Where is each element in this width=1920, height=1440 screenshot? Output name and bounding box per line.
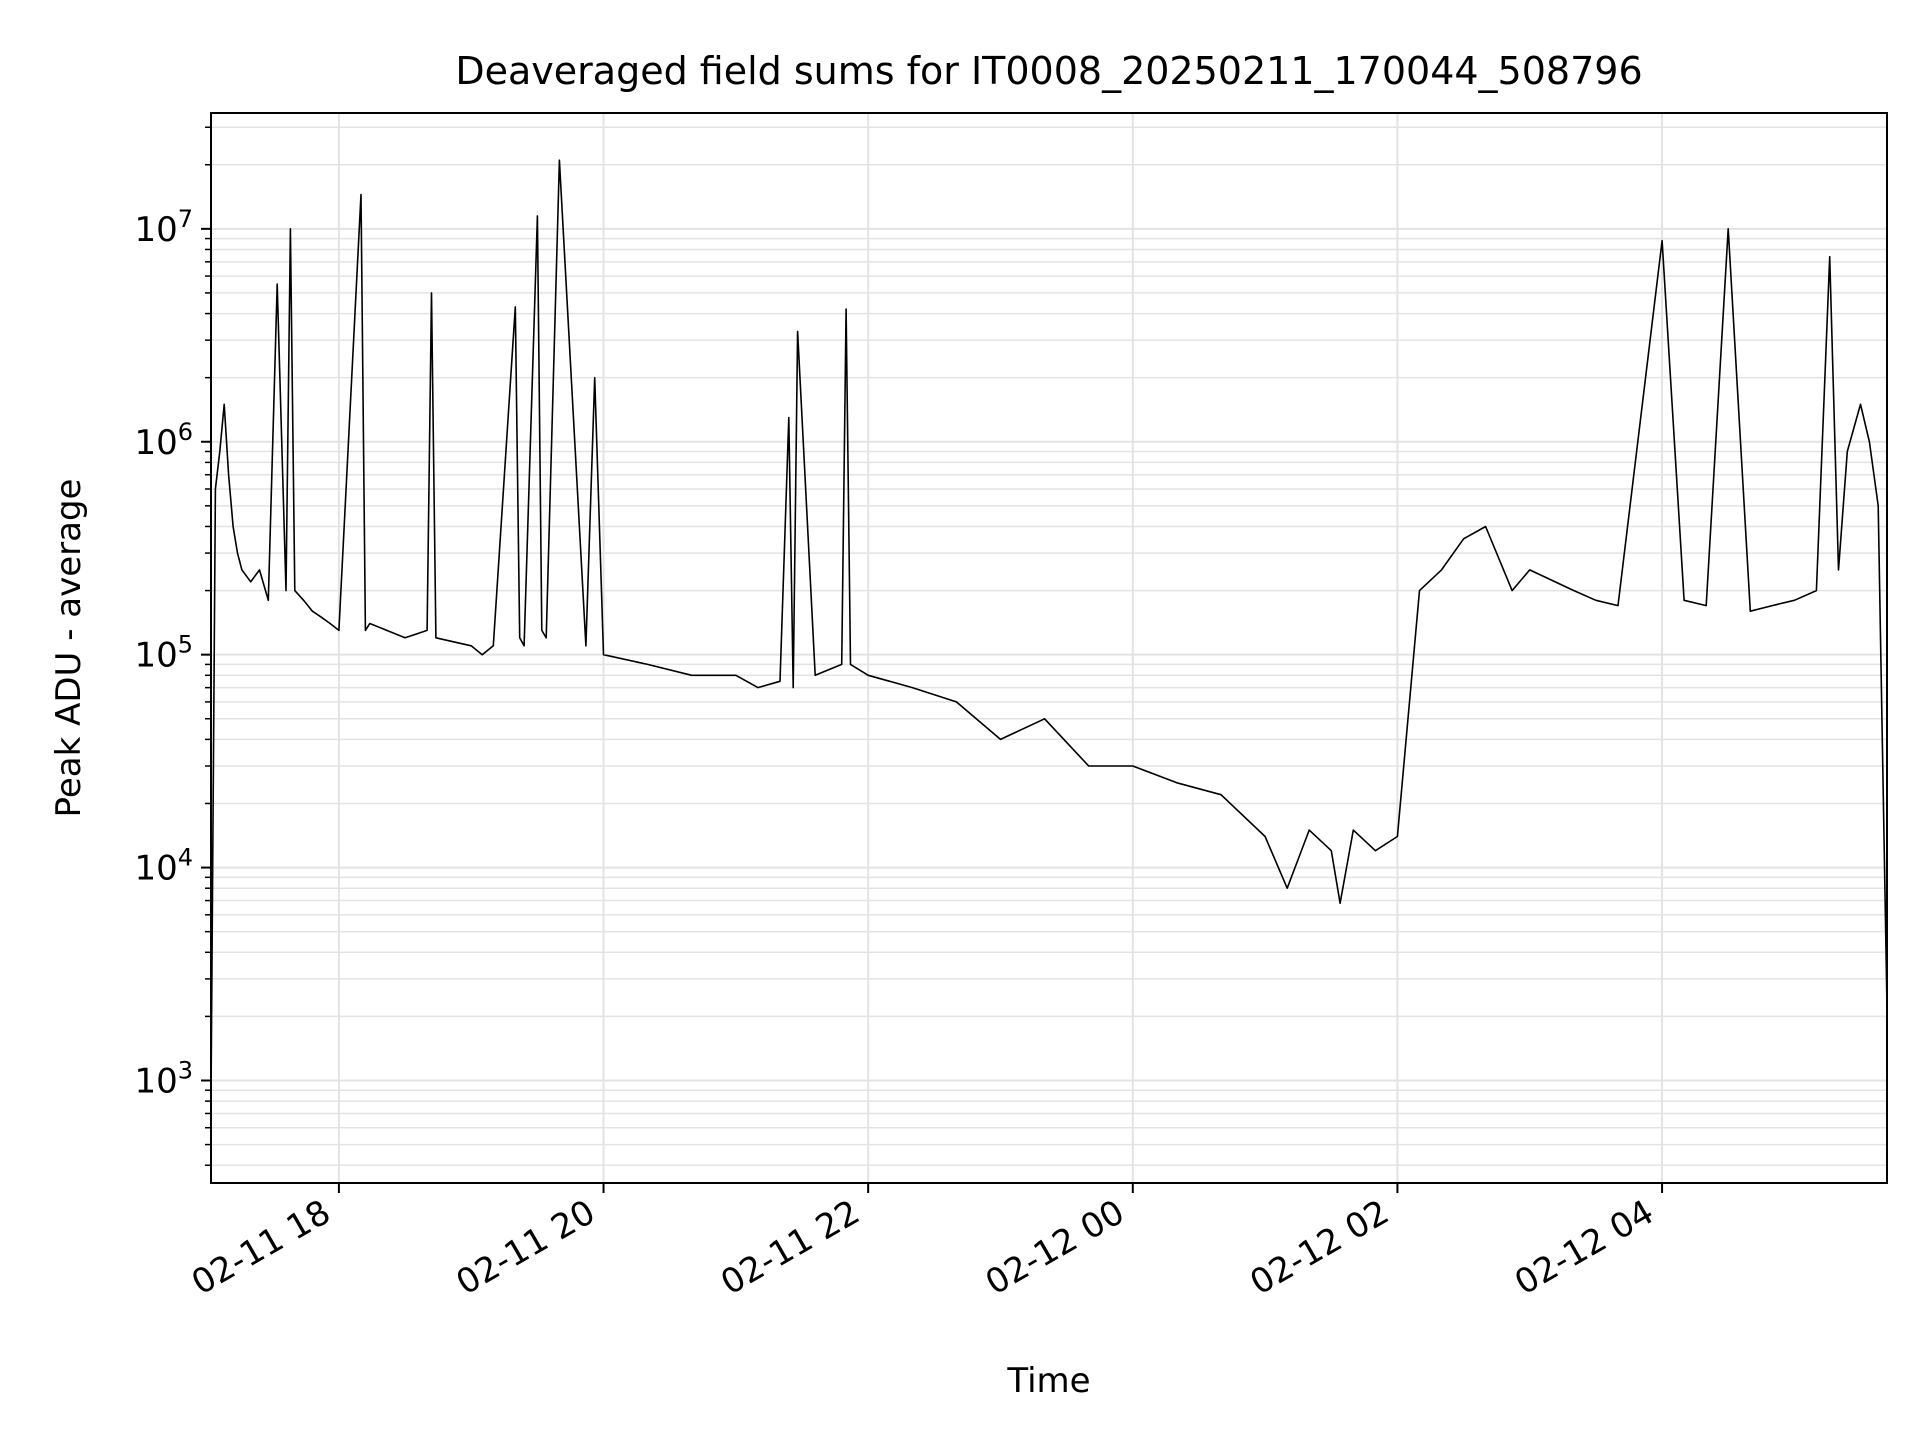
- series-layer: [210, 159, 1888, 1102]
- chart-title: Deaveraged field sums for IT0008_2025021…: [455, 49, 1642, 93]
- y-tick-label: 105: [134, 631, 193, 676]
- x-axis-label: Time: [1006, 1361, 1090, 1401]
- grid: [211, 113, 1887, 1183]
- y-axis-label: Peak ADU - average: [49, 479, 89, 818]
- y-tick-label: 103: [134, 1056, 193, 1101]
- y-tick-label: 107: [134, 205, 193, 250]
- y-axis: 103 104 105 106 107: [134, 126, 211, 1166]
- y-tick-label: 106: [134, 418, 193, 463]
- plot-frame: [210, 112, 1888, 1184]
- y-tick-label: 104: [134, 844, 193, 889]
- series-line: [210, 159, 1888, 1102]
